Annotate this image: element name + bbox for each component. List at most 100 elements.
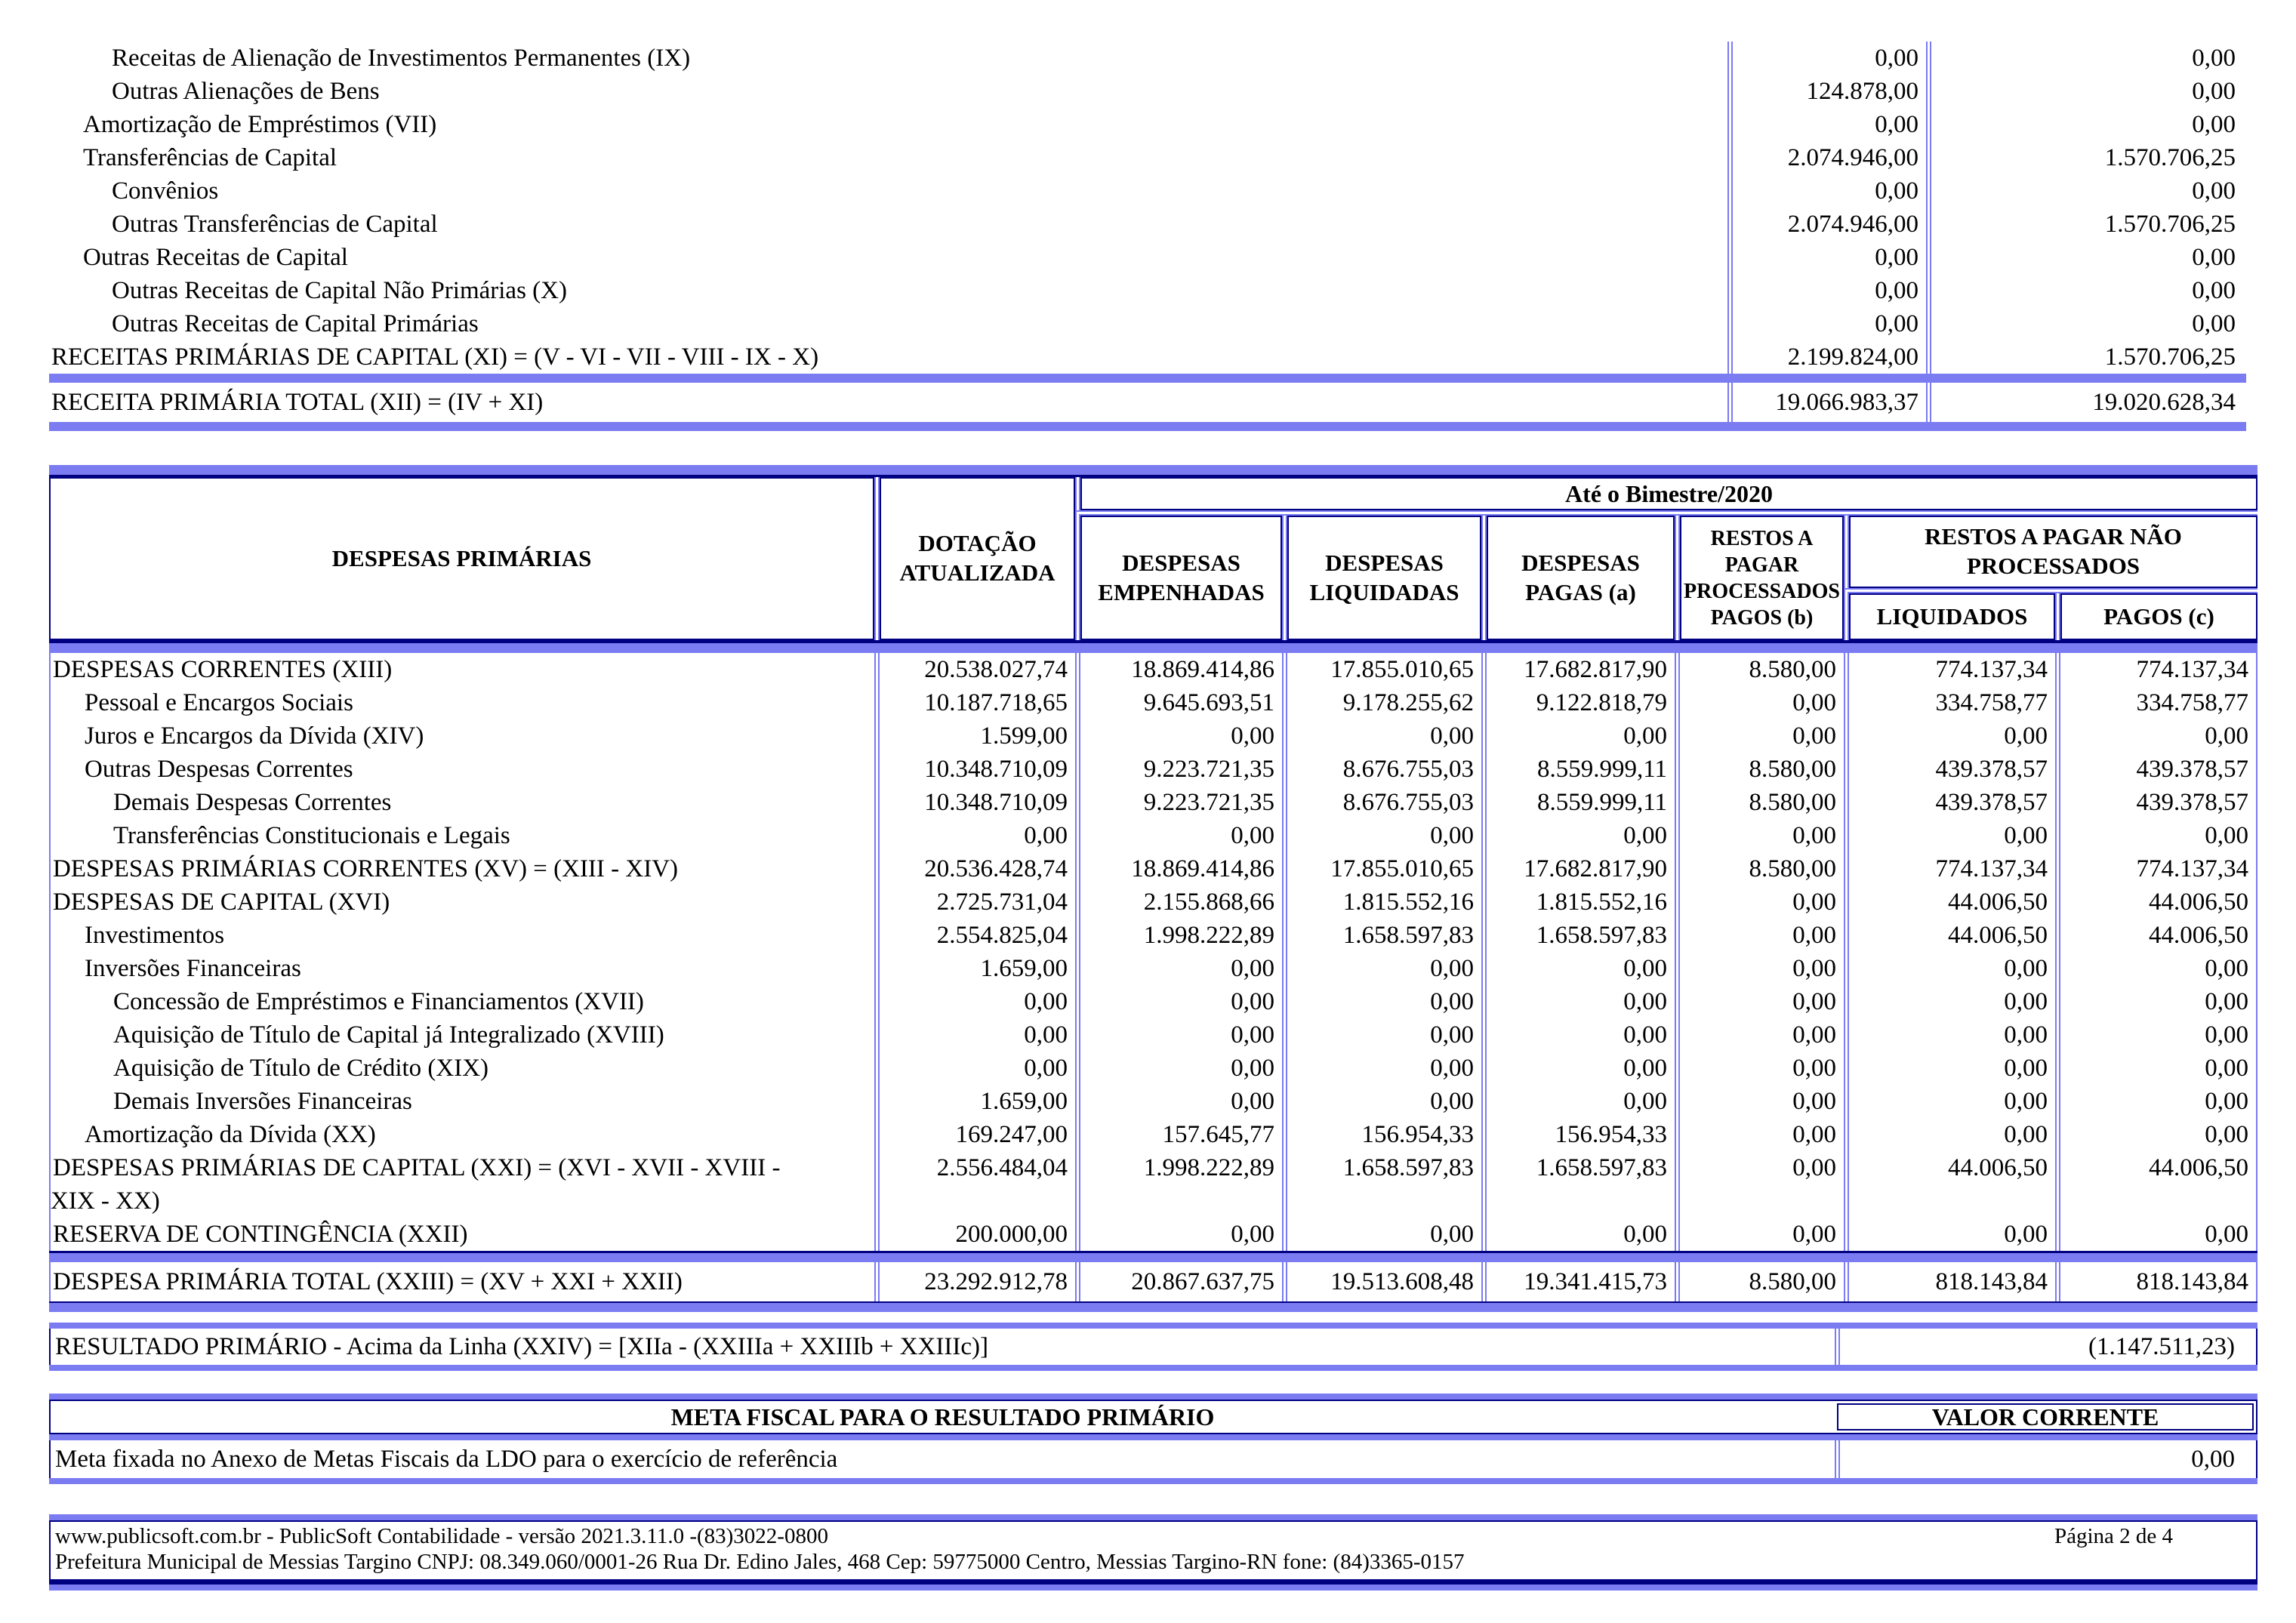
cell-rp-pagos: 0,00	[2055, 1218, 2256, 1251]
cell-liquidadas: 0,00	[1282, 952, 1481, 985]
cell-rp-liquidados: 334.758,77	[1844, 686, 2055, 719]
cell-empenhadas: 18.869.414,86	[1075, 653, 1282, 686]
receita-row: Outras Transferências de Capital 2.074.9…	[49, 208, 2246, 241]
cell-pagas: 1.658.597,83	[1481, 919, 1675, 952]
header-dotacao-atualizada: DOTAÇÃO ATUALIZADA	[874, 477, 1075, 640]
separator-band	[49, 1301, 2257, 1312]
cell-empenhadas: 1.998.222,89	[1075, 1151, 1282, 1218]
despesa-row-label-text: DESPESAS PRIMÁRIAS CORRENTES (XV) = (XII…	[53, 855, 679, 882]
header-sub-liquidados: LIQUIDADOS	[1844, 593, 2055, 640]
cell-empenhadas: 0,00	[1075, 1218, 1282, 1251]
receita-value-col1: 0,00	[1727, 241, 1931, 274]
receita-row-label: Transferências de Capital	[49, 141, 1727, 174]
cell-dotacao: 10.348.710,09	[874, 753, 1075, 786]
receita-row: Convênios 0,00 0,00	[49, 174, 2246, 208]
cell-rp-pagos: 0,00	[2055, 1052, 2256, 1085]
meta-fiscal-title: META FISCAL PARA O RESULTADO PRIMÁRIO	[670, 1403, 1215, 1431]
cell-restos-processados: 0,00	[1675, 952, 1844, 985]
cell-rp-liquidados: 0,00	[1844, 985, 2055, 1018]
despesa-row: Transferências Constitucionais e Legais …	[51, 819, 2256, 852]
despesa-row-label-text: DESPESAS CORRENTES (XIII)	[53, 656, 393, 683]
receita-value-col1: 0,00	[1727, 307, 1931, 340]
cell-pagas: 8.559.999,11	[1481, 786, 1675, 819]
cell-pagas: 0,00	[1481, 719, 1675, 753]
despesa-row: Demais Despesas Correntes 10.348.710,09 …	[51, 786, 2256, 819]
cell-rp-liquidados: 44.006,50	[1844, 885, 2055, 919]
despesa-row-label: Inversões Financeiras	[51, 952, 874, 985]
header-body-divider	[49, 640, 2257, 653]
receita-row-label-text: Outras Transferências de Capital	[112, 211, 438, 238]
separator-band	[49, 1323, 2257, 1329]
separator-band	[49, 422, 2246, 431]
header-restos-nao-processados: RESTOS A PAGAR NÃO PROCESSADOS	[1844, 516, 2257, 588]
despesa-row-label-text: Transferências Constitucionais e Legais	[113, 822, 510, 849]
despesa-row: Concessão de Empréstimos e Financiamento…	[51, 985, 2256, 1018]
receita-row-label-text: Convênios	[112, 177, 219, 205]
despesa-total-row: DESPESA PRIMÁRIA TOTAL (XXIII) = (XV + X…	[49, 1262, 2257, 1301]
receita-row: Outras Alienações de Bens 124.878,00 0,0…	[49, 75, 2246, 108]
despesa-row-label-text: Pessoal e Encargos Sociais	[85, 689, 353, 716]
despesa-row-label-text: Outras Despesas Correntes	[85, 756, 353, 783]
cell-pagas: 17.682.817,90	[1481, 852, 1675, 885]
despesa-row-label: Demais Inversões Financeiras	[51, 1085, 874, 1118]
cell-liquidadas: 0,00	[1282, 1018, 1481, 1052]
cell-pagas: 156.954,33	[1481, 1118, 1675, 1151]
receita-value-col2: 1.570.706,25	[2104, 144, 2236, 171]
despesa-row-label: Aquisição de Título de Capital já Integr…	[51, 1018, 874, 1052]
cell-rp-pagos: 439.378,57	[2055, 786, 2256, 819]
cell-rp-pagos: 0,00	[2055, 819, 2256, 852]
total-liquidadas: 19.513.608,48	[1282, 1262, 1481, 1301]
cell-dotacao: 1.659,00	[874, 952, 1075, 985]
cell-empenhadas: 0,00	[1075, 952, 1282, 985]
cell-dotacao: 0,00	[874, 1052, 1075, 1085]
total-pagas: 19.341.415,73	[1481, 1262, 1675, 1301]
cell-rp-liquidados: 44.006,50	[1844, 919, 2055, 952]
cell-pagas: 0,00	[1481, 1052, 1675, 1085]
cell-rp-liquidados: 0,00	[1844, 1085, 2055, 1118]
header-ate-o-bimestre: Até o Bimestre/2020	[1075, 477, 2257, 510]
cell-rp-liquidados: 0,00	[1844, 1052, 2055, 1085]
receita-value-col1: 0,00	[1727, 42, 1931, 75]
cell-restos-processados: 8.580,00	[1675, 753, 1844, 786]
header-despesas-liquidadas: DESPESAS LIQUIDADAS	[1282, 516, 1481, 640]
receita-value-col2: 0,00	[2192, 177, 2236, 205]
cell-dotacao: 0,00	[874, 985, 1075, 1018]
cell-restos-processados: 0,00	[1675, 1218, 1844, 1251]
cell-liquidadas: 0,00	[1282, 1218, 1481, 1251]
receita-value-col2: 0,00	[2192, 45, 2236, 72]
receita-row-label: Receitas de Alienação de Investimentos P…	[49, 42, 1727, 75]
separator-band	[49, 1394, 2257, 1400]
receita-row-label: Amortização de Empréstimos (VII)	[49, 108, 1727, 141]
receita-row-label-text: Receitas de Alienação de Investimentos P…	[112, 45, 691, 72]
cell-empenhadas: 0,00	[1075, 1018, 1282, 1052]
meta-fiscal-header-row: META FISCAL PARA O RESULTADO PRIMÁRIO VA…	[49, 1400, 2257, 1434]
receita-row-label-text: Amortização de Empréstimos (VII)	[83, 111, 437, 138]
despesa-row: DESPESAS CORRENTES (XIII) 20.538.027,74 …	[51, 653, 2256, 686]
cell-rp-pagos: 44.006,50	[2055, 919, 2256, 952]
cell-pagas: 9.122.818,79	[1481, 686, 1675, 719]
despesa-row-label-text: DESPESAS DE CAPITAL (XVI)	[53, 888, 390, 916]
receita-total-row: RECEITA PRIMÁRIA TOTAL (XII) = (IV + XI)…	[49, 383, 2246, 422]
despesa-row-label: DESPESAS PRIMÁRIAS DE CAPITAL (XXI) = (X…	[51, 1151, 874, 1218]
cell-empenhadas: 157.645,77	[1075, 1118, 1282, 1151]
receita-value-col1: 2.074.946,00	[1727, 141, 1931, 174]
despesa-row-label-text: Demais Inversões Financeiras	[113, 1088, 412, 1115]
despesa-row: Juros e Encargos da Dívida (XIV) 1.599,0…	[51, 719, 2256, 753]
cell-dotacao: 0,00	[874, 819, 1075, 852]
receita-row-label: Outras Receitas de Capital	[49, 241, 1727, 274]
cell-rp-liquidados: 0,00	[1844, 819, 2055, 852]
footer-bottom-line	[49, 1581, 2257, 1585]
cell-rp-liquidados: 439.378,57	[1844, 753, 2055, 786]
separator-band	[49, 1478, 2257, 1484]
receita-row-label: Outras Receitas de Capital Não Primárias…	[49, 274, 1727, 307]
despesa-row-label-text: Aquisição de Título de Capital já Integr…	[113, 1021, 664, 1049]
despesa-row-label: Investimentos	[51, 919, 874, 952]
cell-rp-pagos: 774.137,34	[2055, 852, 2256, 885]
cell-dotacao: 20.538.027,74	[874, 653, 1075, 686]
cell-empenhadas: 1.998.222,89	[1075, 919, 1282, 952]
cell-restos-processados: 0,00	[1675, 885, 1844, 919]
cell-liquidadas: 8.676.755,03	[1282, 786, 1481, 819]
despesa-row-label: DESPESAS CORRENTES (XIII)	[51, 653, 874, 686]
cell-rp-liquidados: 0,00	[1844, 952, 2055, 985]
separator-band	[49, 1251, 2257, 1262]
